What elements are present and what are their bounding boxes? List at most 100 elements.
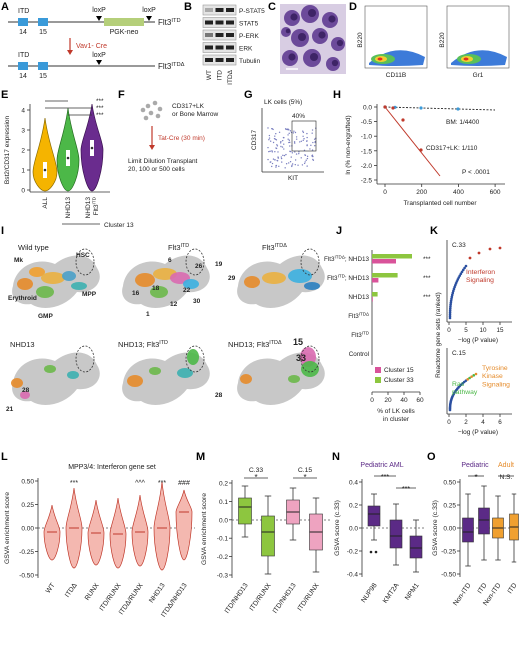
dot (311, 129, 314, 131)
label: -0.2 (217, 554, 229, 561)
label: 0.1 (219, 499, 228, 506)
label: 0.0 (349, 526, 358, 533)
bar (372, 254, 412, 259)
cluster-region (150, 286, 168, 298)
dot (448, 310, 452, 314)
label: Adult (498, 462, 514, 469)
dot (300, 157, 302, 159)
label: -2.0 (361, 163, 373, 170)
label-line: Signaling (482, 381, 510, 388)
label: Mk (14, 257, 23, 264)
cluster-region (71, 282, 87, 290)
dot (448, 314, 452, 318)
label: ITD/NHD13 (224, 582, 250, 615)
label: -0.25 (441, 549, 456, 556)
cluster-region (149, 367, 161, 375)
label: C.33 (249, 467, 264, 474)
label: Control (349, 351, 369, 358)
label: 0.0 (219, 517, 228, 524)
dot (449, 301, 453, 304)
dot (336, 39, 344, 47)
dot (281, 139, 284, 142)
dot (464, 264, 468, 268)
label: 600 (490, 189, 501, 196)
panel-label: H (333, 89, 341, 101)
dot (289, 161, 292, 163)
cluster-region (41, 272, 65, 284)
label-part: Flt3 (262, 243, 275, 252)
label: MPP (82, 291, 97, 298)
label: GMP (38, 313, 53, 320)
dot (267, 158, 269, 161)
dot (283, 154, 286, 157)
label: 21 (6, 406, 14, 413)
dot (289, 145, 291, 147)
dot (449, 303, 452, 306)
label: 5 (464, 327, 468, 334)
label: 28 (22, 387, 30, 394)
dot (477, 251, 481, 255)
violin (56, 107, 80, 192)
shape (122, 352, 210, 405)
label: Gr1 (473, 72, 484, 79)
dot (460, 270, 464, 274)
label: -0.50 (441, 572, 456, 579)
hsc-outline (75, 248, 95, 276)
density (463, 57, 469, 61)
dot (292, 132, 295, 134)
dot (280, 156, 283, 158)
label: 0 (447, 419, 451, 426)
dot (280, 140, 282, 143)
label: P-ERK (239, 33, 260, 40)
label-part: Flt3 (351, 332, 362, 339)
shape (38, 62, 48, 70)
label: Non-ITD (452, 582, 473, 607)
label: 200 (416, 189, 427, 196)
label: PGK-neo (110, 29, 139, 36)
label-part: ITD (338, 273, 346, 278)
dot (267, 127, 269, 129)
shape (291, 120, 317, 152)
label: Flt3ITD (158, 18, 181, 27)
dot (309, 148, 311, 150)
dot (274, 151, 276, 153)
shape (261, 515, 275, 557)
label: STAT5 (239, 21, 259, 28)
dot (306, 140, 308, 142)
dot (419, 148, 423, 152)
dot (312, 141, 314, 144)
dot (306, 165, 308, 167)
dot (457, 276, 461, 279)
bar (372, 273, 398, 278)
dot (272, 128, 274, 131)
label-part: ; NHD13 (345, 256, 370, 263)
shape (96, 16, 102, 21)
label: *** (96, 112, 104, 119)
dot (285, 128, 287, 131)
label: P < .0001 (462, 169, 490, 176)
label: 0.4 (349, 480, 358, 487)
dot (277, 151, 279, 153)
label: 15 (39, 73, 47, 80)
cluster-region (288, 375, 300, 383)
label: RUNX (84, 582, 101, 602)
label: 0 (383, 189, 387, 196)
dot (374, 550, 378, 554)
label-part: Flt3 (327, 275, 338, 282)
label: -0.5 (361, 119, 373, 126)
label-part: Flt3 (324, 256, 335, 263)
label: NUP98 (360, 582, 378, 604)
label: *** (423, 256, 431, 263)
label: Flt3ITD (91, 196, 100, 215)
label: ITD/RUNX (296, 582, 320, 613)
cluster-region (127, 375, 143, 387)
dot (288, 53, 296, 61)
label: NHD13; Flt3ITD (118, 340, 168, 349)
line (384, 106, 441, 177)
shape (205, 45, 213, 50)
label: KMT2A (382, 582, 401, 605)
label-line: Tyrosine (482, 365, 508, 372)
cluster-region (11, 378, 23, 388)
shape (226, 58, 234, 62)
label-line: Interferon (466, 269, 495, 276)
